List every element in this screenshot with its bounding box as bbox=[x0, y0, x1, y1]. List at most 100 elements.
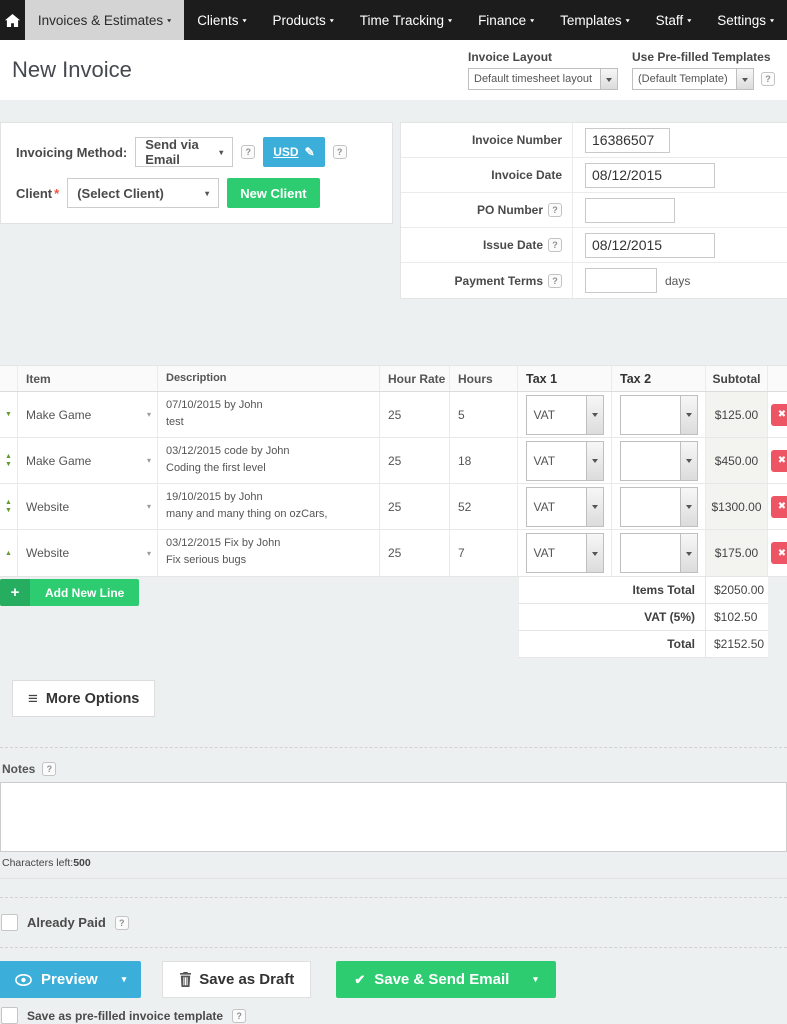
delete-row-button[interactable]: ✖ bbox=[771, 542, 787, 564]
preview-button[interactable]: Preview ▾ bbox=[0, 961, 142, 998]
hour-rate-cell[interactable]: 25 bbox=[380, 530, 450, 576]
tax1-select[interactable]: VAT bbox=[525, 394, 604, 435]
nav-item-staff[interactable]: Staff ▾ bbox=[643, 0, 705, 40]
item-select[interactable]: Website ▾ bbox=[18, 530, 158, 576]
hours-cell[interactable]: 5 bbox=[450, 392, 518, 437]
po-number-input[interactable] bbox=[585, 197, 675, 223]
nav-item-invoices-estimates[interactable]: Invoices & Estimates ▾ bbox=[24, 0, 185, 40]
delete-row-button[interactable]: ✖ bbox=[771, 449, 787, 472]
invoicing-method-select[interactable]: Send via Email ▾ bbox=[135, 137, 234, 167]
new-client-button[interactable]: New Client bbox=[227, 178, 320, 208]
hours-cell[interactable]: 52 bbox=[450, 484, 518, 529]
prefilled-template-label: Use Pre-filled Templates bbox=[632, 50, 771, 64]
invoice-number-input[interactable] bbox=[585, 127, 670, 153]
total-value: $2152.50 bbox=[714, 637, 765, 651]
chevron-down-icon bbox=[600, 69, 617, 89]
total-label: Total bbox=[519, 631, 706, 657]
subtotal-value: $175.00 bbox=[706, 530, 768, 576]
invoice-date-input[interactable] bbox=[585, 162, 715, 188]
client-label: Client * bbox=[16, 185, 60, 201]
hour-rate-cell[interactable]: 25 bbox=[380, 392, 450, 437]
nav-item-finance[interactable]: Finance ▾ bbox=[465, 0, 547, 40]
nav-item-clients[interactable]: Clients ▾ bbox=[184, 0, 259, 40]
save-template-checkbox[interactable] bbox=[1, 1007, 18, 1024]
save-as-draft-button[interactable]: Save as Draft bbox=[162, 961, 312, 998]
help-icon[interactable]: ? bbox=[548, 273, 562, 288]
already-paid-label: Already Paid bbox=[27, 915, 106, 930]
hour-rate-cell[interactable]: 25 bbox=[380, 484, 450, 529]
currency-button[interactable]: USD ✎ bbox=[263, 137, 325, 167]
subtotal-value: $450.00 bbox=[706, 438, 768, 483]
notes-header: Notes ? bbox=[2, 762, 787, 776]
description-cell[interactable]: 03/12/2015 code by John Coding the first … bbox=[158, 438, 380, 483]
tax1-select[interactable]: VAT bbox=[525, 533, 604, 573]
save-and-send-label: Save & Send Email bbox=[374, 971, 510, 988]
help-icon[interactable]: ? bbox=[241, 145, 256, 159]
nav-item-products[interactable]: Products ▾ bbox=[259, 0, 346, 40]
characters-left-count: 500 bbox=[73, 857, 91, 869]
description-cell[interactable]: 03/12/2015 Fix by John Fix serious bugs bbox=[158, 530, 380, 576]
help-icon[interactable]: ? bbox=[232, 1008, 247, 1023]
trash-icon bbox=[180, 972, 192, 987]
chevron-down-icon: ▾ bbox=[625, 16, 630, 24]
invoice-setup-section: Invoicing Method: Send via Email ▾ ? USD… bbox=[0, 122, 787, 299]
tax1-select[interactable]: VAT bbox=[525, 486, 604, 527]
invoice-date-label: Invoice Date bbox=[401, 158, 573, 192]
hour-rate-cell[interactable]: 25 bbox=[380, 438, 450, 483]
invoice-number-label: Invoice Number bbox=[401, 123, 573, 157]
home-button[interactable] bbox=[0, 0, 25, 40]
add-new-line-button[interactable]: + Add New Line bbox=[0, 579, 140, 606]
already-paid-row: Already Paid ? bbox=[1, 914, 787, 931]
x-icon: ✖ bbox=[777, 501, 787, 512]
x-icon: ✖ bbox=[777, 455, 787, 466]
help-icon[interactable]: ? bbox=[42, 762, 57, 776]
already-paid-checkbox[interactable] bbox=[1, 914, 18, 931]
save-and-send-button[interactable]: ✔ Save & Send Email ▾ bbox=[336, 961, 556, 998]
action-buttons: Preview ▾ Save as Draft ✔ Save & Send Em… bbox=[0, 961, 787, 998]
nav-item-label: Clients bbox=[197, 12, 239, 28]
help-icon[interactable]: ? bbox=[761, 72, 775, 86]
invoice-layout-select[interactable]: Default timesheet layout bbox=[468, 68, 618, 90]
more-options-button[interactable]: ≡ More Options bbox=[12, 680, 156, 717]
prefilled-template-select[interactable]: (Default Template) bbox=[632, 68, 754, 90]
item-select[interactable]: Make Game ▾ bbox=[18, 392, 158, 437]
tax2-select[interactable] bbox=[619, 440, 698, 481]
move-down-icon[interactable]: ▼ bbox=[5, 507, 12, 514]
move-up-icon[interactable]: ▲ bbox=[5, 499, 12, 506]
issue-date-input[interactable] bbox=[585, 232, 715, 258]
client-select[interactable]: (Select Client) ▾ bbox=[67, 178, 220, 208]
nav-item-label: Templates bbox=[560, 12, 622, 28]
tax1-select[interactable]: VAT bbox=[525, 440, 604, 481]
move-down-icon[interactable]: ▼ bbox=[5, 461, 12, 468]
nav-item-settings[interactable]: Settings ▾ bbox=[704, 0, 787, 40]
item-select[interactable]: Make Game ▾ bbox=[18, 438, 158, 483]
item-select[interactable]: Website ▾ bbox=[18, 484, 158, 529]
tax2-select[interactable] bbox=[619, 394, 698, 435]
nav-item-time-tracking[interactable]: Time Tracking ▾ bbox=[347, 0, 465, 40]
help-icon[interactable]: ? bbox=[114, 915, 129, 930]
hours-cell[interactable]: 18 bbox=[450, 438, 518, 483]
home-icon bbox=[4, 13, 20, 27]
save-as-draft-label: Save as Draft bbox=[199, 971, 295, 988]
move-up-icon[interactable]: ▲ bbox=[5, 453, 12, 460]
help-icon[interactable]: ? bbox=[332, 145, 347, 159]
help-icon[interactable]: ? bbox=[548, 203, 562, 217]
delete-row-button[interactable]: ✖ bbox=[771, 403, 787, 426]
delete-row-button[interactable]: ✖ bbox=[771, 495, 787, 518]
more-options-label: More Options bbox=[45, 690, 140, 707]
hours-cell[interactable]: 7 bbox=[450, 530, 518, 576]
description-cell[interactable]: 07/10/2015 by John test bbox=[158, 392, 380, 437]
tax2-select[interactable] bbox=[619, 486, 698, 527]
payment-terms-input[interactable] bbox=[585, 268, 657, 293]
description-column-header: Description bbox=[158, 366, 380, 391]
chevron-down-icon: ▾ bbox=[533, 974, 538, 984]
chevron-down-icon: ▾ bbox=[329, 16, 334, 24]
move-down-icon[interactable]: ▼ bbox=[5, 411, 12, 418]
tax2-select[interactable] bbox=[619, 533, 698, 573]
nav-item-templates[interactable]: Templates ▾ bbox=[547, 0, 643, 40]
move-up-icon[interactable]: ▲ bbox=[5, 549, 12, 557]
help-icon[interactable]: ? bbox=[548, 238, 562, 252]
characters-left: Characters left:500 bbox=[0, 852, 787, 879]
description-cell[interactable]: 19/10/2015 by John many and many thing on… bbox=[158, 484, 380, 529]
notes-textarea[interactable] bbox=[0, 782, 787, 852]
